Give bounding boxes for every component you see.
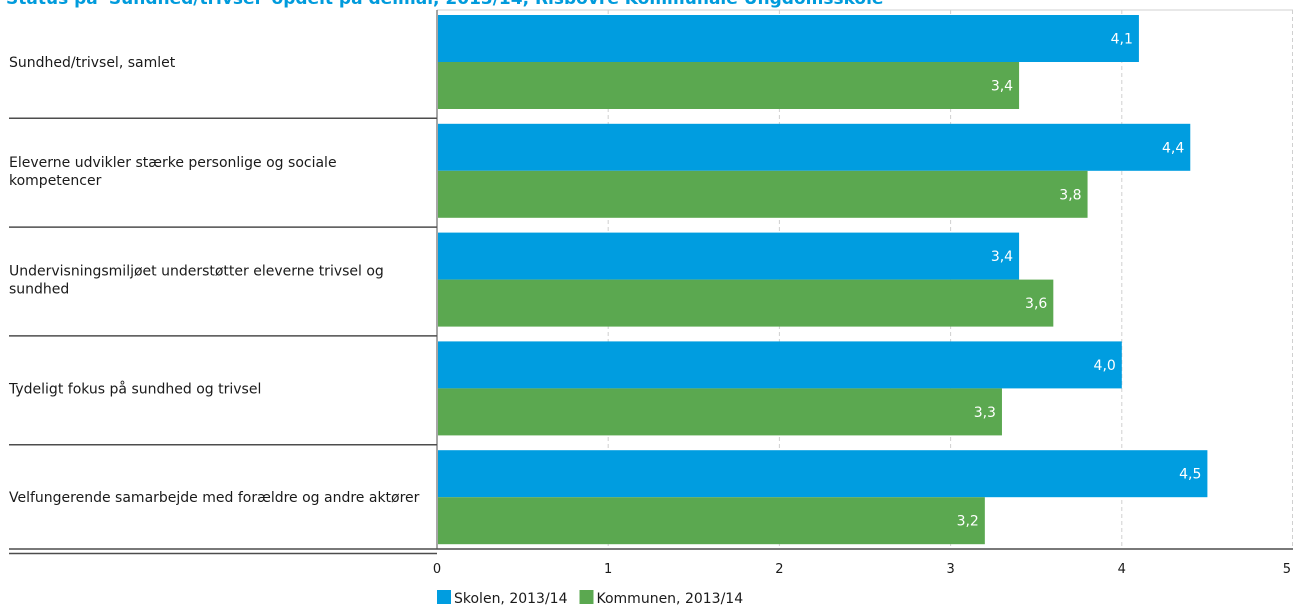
bar-series1-cat3 <box>438 388 1002 436</box>
bar-series0-cat2 <box>438 232 1020 280</box>
bar-series1-cat0 <box>438 62 1020 109</box>
bar-series1-cat4 <box>438 497 985 545</box>
data-label-series0-cat4: 4,5 <box>1179 467 1201 483</box>
x-tick-label-5: 5 <box>1283 562 1291 577</box>
legend: Skolen, 2013/14 Kommunen, 2013/14 <box>437 590 743 607</box>
bar-series1-cat2 <box>438 279 1054 327</box>
plot-area: Sundhed/trivsel, samlet Eleverne udvikler… <box>8 9 1293 577</box>
x-tick-label-1: 1 <box>604 562 612 577</box>
data-label-series0-cat2: 3,4 <box>991 249 1013 265</box>
data-label-series0-cat3: 4,0 <box>1094 358 1116 374</box>
category-label-2: Undervisningsmiljøet understøtter elever… <box>9 264 384 298</box>
bar-series0-cat3 <box>438 341 1122 389</box>
data-label-series0-cat0: 4,1 <box>1111 32 1133 48</box>
chart-title: Status på 'Sundhed/trivsel' opdelt på de… <box>6 0 883 9</box>
bar-series0-cat1 <box>438 123 1191 171</box>
x-tick-label-0: 0 <box>433 562 441 577</box>
x-tick-label-2: 2 <box>775 562 783 577</box>
x-tick-label-4: 4 <box>1118 562 1126 577</box>
data-label-series1-cat0: 3,4 <box>991 79 1013 95</box>
bar-series0-cat0 <box>438 15 1139 62</box>
legend-swatch-1 <box>579 590 594 604</box>
category-label-4: Velfungerende samarbejde med forældre og… <box>9 490 420 506</box>
bar-series0-cat4 <box>438 450 1208 498</box>
data-label-series1-cat3: 3,3 <box>974 405 996 421</box>
bar-series1-cat1 <box>438 170 1088 218</box>
category-label-1: Eleverne udvikler stærke personlige og s… <box>9 155 337 189</box>
legend-label-0: Skolen, 2013/14 <box>454 591 568 607</box>
data-label-series0-cat1: 4,4 <box>1162 140 1184 156</box>
x-tick-label-3: 3 <box>946 562 954 577</box>
legend-label-1: Kommunen, 2013/14 <box>597 591 744 607</box>
data-label-series1-cat1: 3,8 <box>1059 187 1081 203</box>
category-label-3: Tydeligt fokus på sundhed og trivsel <box>8 380 261 397</box>
category-label-0: Sundhed/trivsel, samlet <box>9 55 176 71</box>
legend-swatch-0 <box>437 590 451 604</box>
data-label-series1-cat4: 3,2 <box>957 514 979 530</box>
data-label-series1-cat2: 3,6 <box>1025 296 1047 312</box>
